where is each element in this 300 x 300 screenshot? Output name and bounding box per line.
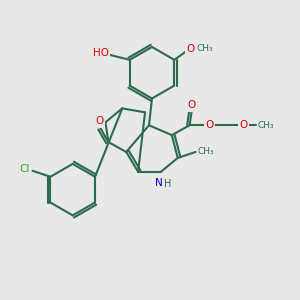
Text: Cl: Cl <box>20 164 30 174</box>
Text: CH₃: CH₃ <box>196 44 213 53</box>
Text: H: H <box>164 179 171 189</box>
Text: O: O <box>186 44 194 54</box>
Text: O: O <box>188 100 196 110</box>
Text: O: O <box>205 120 214 130</box>
Text: O: O <box>95 116 104 126</box>
Text: N: N <box>155 178 163 188</box>
Text: HO: HO <box>93 48 109 58</box>
Text: O: O <box>239 120 247 130</box>
Text: CH₃: CH₃ <box>258 121 274 130</box>
Text: CH₃: CH₃ <box>198 148 214 157</box>
